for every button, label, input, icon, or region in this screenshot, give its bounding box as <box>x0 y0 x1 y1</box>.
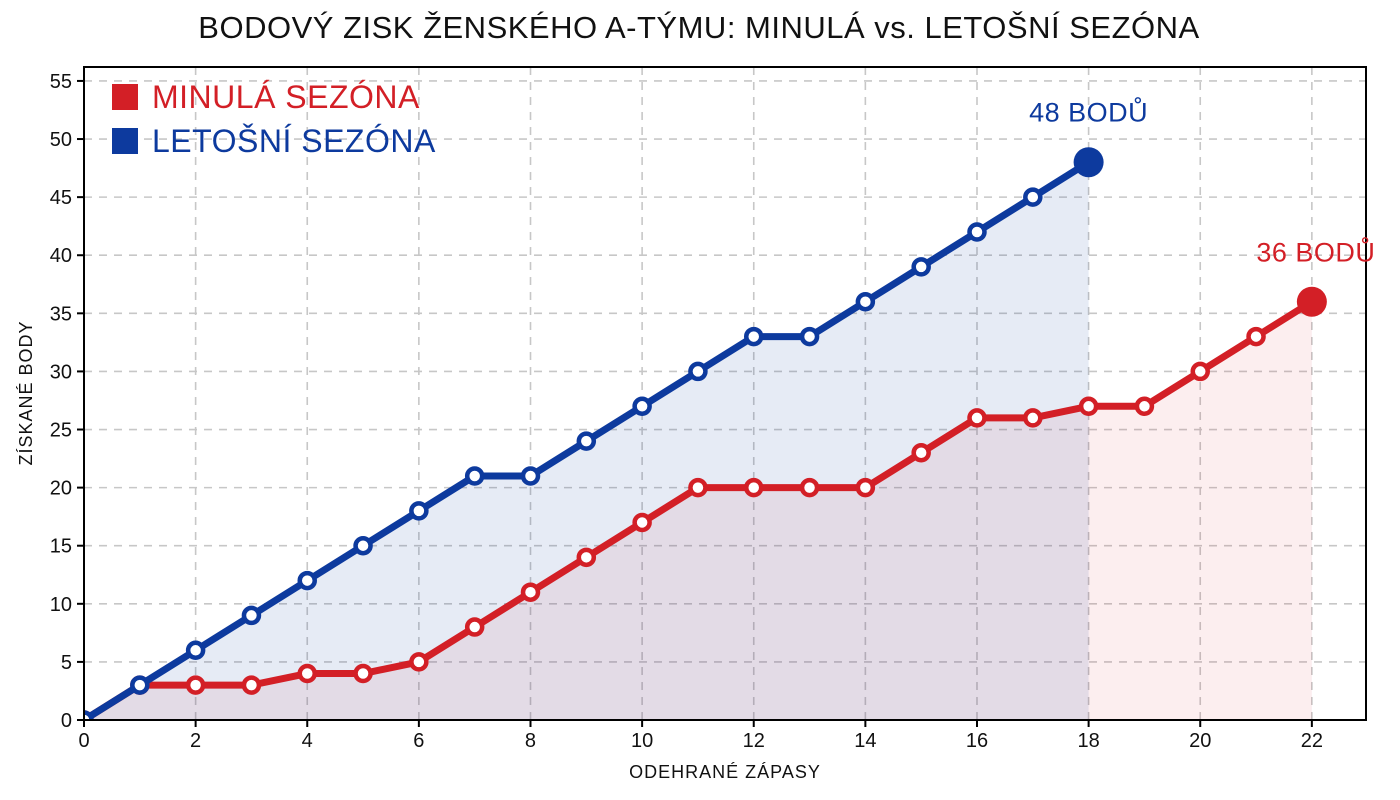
data-point <box>353 535 373 556</box>
x-tick-label: 12 <box>743 730 765 752</box>
y-tick-label: 0 <box>61 710 72 732</box>
data-point <box>799 326 820 347</box>
data-point <box>743 326 764 347</box>
x-tick-label: 10 <box>631 730 653 752</box>
final-data-point-0 <box>1296 286 1327 317</box>
x-tick-label: 4 <box>302 730 313 752</box>
data-point <box>855 291 876 312</box>
data-point <box>241 675 262 695</box>
y-tick-label: 45 <box>50 187 72 209</box>
x-tick-label: 18 <box>1077 730 1099 752</box>
data-point <box>743 477 764 498</box>
data-point <box>688 361 708 382</box>
data-point <box>297 570 317 591</box>
data-point <box>520 582 541 602</box>
y-tick-label: 35 <box>50 303 72 325</box>
x-tick-label: 8 <box>525 730 536 752</box>
data-point <box>576 431 597 451</box>
legend-swatch-letosni-sezona <box>112 128 138 154</box>
data-point <box>967 408 987 428</box>
data-point <box>911 443 931 463</box>
y-tick-label: 30 <box>50 361 72 383</box>
legend: MINULÁ SEZÓNA LETOŠNÍ SEZÓNA <box>112 79 436 159</box>
data-point <box>297 663 317 684</box>
annotation-minula-sezona-final-points: 36 BODŮ <box>1256 236 1375 268</box>
y-tick-label: 5 <box>61 652 72 674</box>
x-tick-label: 20 <box>1189 730 1211 752</box>
data-point <box>632 512 652 533</box>
data-point <box>84 710 94 720</box>
chart-title: BODOVÝ ZISK ŽENSKÉHO A-TÝMU: MINULÁ vs. … <box>198 10 1199 45</box>
data-point <box>409 501 429 521</box>
y-tick-label: 20 <box>50 478 72 500</box>
data-point <box>409 652 429 672</box>
data-point <box>688 477 708 498</box>
data-point <box>1134 396 1155 417</box>
legend-swatch-minula-sezona <box>112 84 138 110</box>
data-point <box>799 477 820 498</box>
data-point <box>1246 326 1266 347</box>
data-point <box>241 605 262 626</box>
data-point <box>464 617 485 637</box>
x-tick-label: 2 <box>190 730 201 752</box>
x-tick-label: 0 <box>78 730 89 752</box>
y-tick-label: 15 <box>50 536 72 558</box>
series-layer <box>84 147 1327 720</box>
data-point <box>1023 408 1043 428</box>
area-fill-0 <box>84 301 1312 720</box>
y-tick-label: 55 <box>50 71 72 93</box>
x-tick-label: 6 <box>413 730 424 752</box>
y-tick-label: 40 <box>50 245 72 267</box>
x-tick-label: 14 <box>854 730 876 752</box>
axes-layer: 0 2 4 6 8 10 12 14 16 18 20 22 0 5 10 15 20 25 30 35 40 45 50 5… <box>50 66 1367 752</box>
y-tick-label: 10 <box>50 594 72 616</box>
legend-label-minula-sezona: MINULÁ SEZÓNA <box>152 79 420 115</box>
x-axis-label: ODEHRANÉ ZÁPASY <box>629 762 821 782</box>
data-point <box>632 396 652 417</box>
data-point <box>1078 396 1099 417</box>
data-point <box>1023 187 1043 207</box>
plot-border <box>83 66 1367 721</box>
y-tick-label: 25 <box>50 420 72 442</box>
data-point <box>855 477 876 498</box>
final-data-point-1 <box>1073 147 1104 178</box>
x-tick-label: 16 <box>966 730 988 752</box>
area-fill-layer <box>84 162 1312 720</box>
y-tick-label: 50 <box>50 129 72 151</box>
data-point <box>353 663 373 684</box>
annotation-letosni-sezona-final-points: 48 BODŮ <box>1029 95 1148 127</box>
data-point <box>967 222 987 242</box>
data-point <box>576 547 597 568</box>
legend-label-letosni-sezona: LETOŠNÍ SEZÓNA <box>152 123 436 159</box>
x-tick-label: 22 <box>1301 730 1323 752</box>
data-point <box>185 640 206 661</box>
data-point <box>911 257 931 277</box>
data-point <box>185 675 206 695</box>
data-point <box>520 466 541 486</box>
data-point <box>1190 361 1210 382</box>
y-axis-label: ZÍSKANÉ BODY <box>16 320 36 465</box>
data-point <box>464 466 485 486</box>
data-point <box>130 675 150 695</box>
